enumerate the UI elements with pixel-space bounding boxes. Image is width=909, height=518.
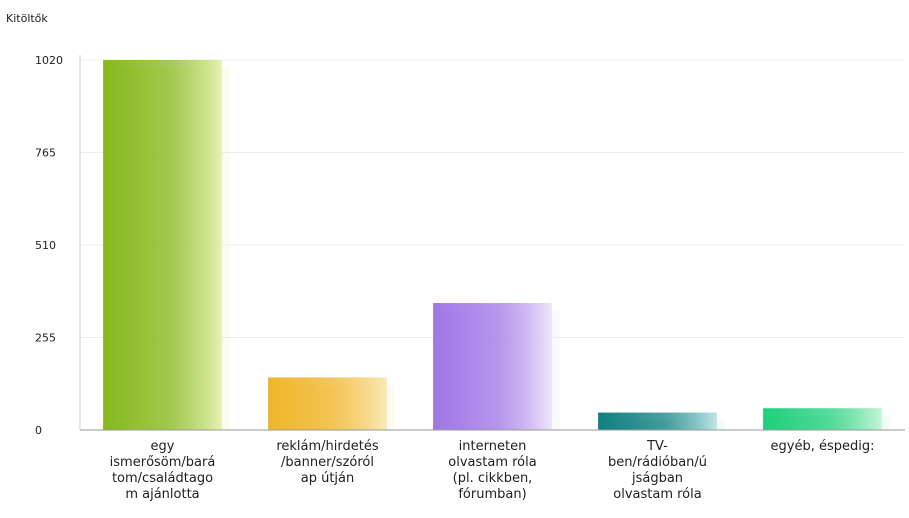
y-tick-label: 0 (35, 424, 42, 437)
x-tick-label: egy ismerősöm/bará tom/családtago m ajánlot… (110, 439, 216, 502)
axes (79, 55, 905, 431)
x-tick-labels: egy ismerősöm/bará tom/családtago m ajánlot… (110, 439, 875, 502)
x-tick-label: egyéb, éspedig: (771, 439, 875, 454)
bar (598, 412, 717, 430)
y-tick-label: 510 (35, 239, 56, 252)
y-axis-title: Kitöltők (6, 12, 48, 25)
x-tick-label: reklám/hirdetés/banner/szóról ap útján (276, 439, 379, 486)
x-tick-label: TV-ben/rádióban/ú jságban olvastam róla (608, 439, 707, 502)
x-tick-label: interneten olvastam róla (pl. cikkben, fóru… (448, 439, 536, 502)
bar (763, 408, 882, 430)
y-tick-label: 255 (35, 332, 56, 345)
y-tick-labels: 0 255 510 765 1020 (35, 54, 63, 437)
bar (103, 60, 222, 430)
bar (268, 377, 387, 430)
bars (103, 60, 890, 430)
bar (433, 303, 552, 430)
y-tick-label: 1020 (35, 54, 63, 67)
y-tick-label: 765 (35, 147, 56, 160)
